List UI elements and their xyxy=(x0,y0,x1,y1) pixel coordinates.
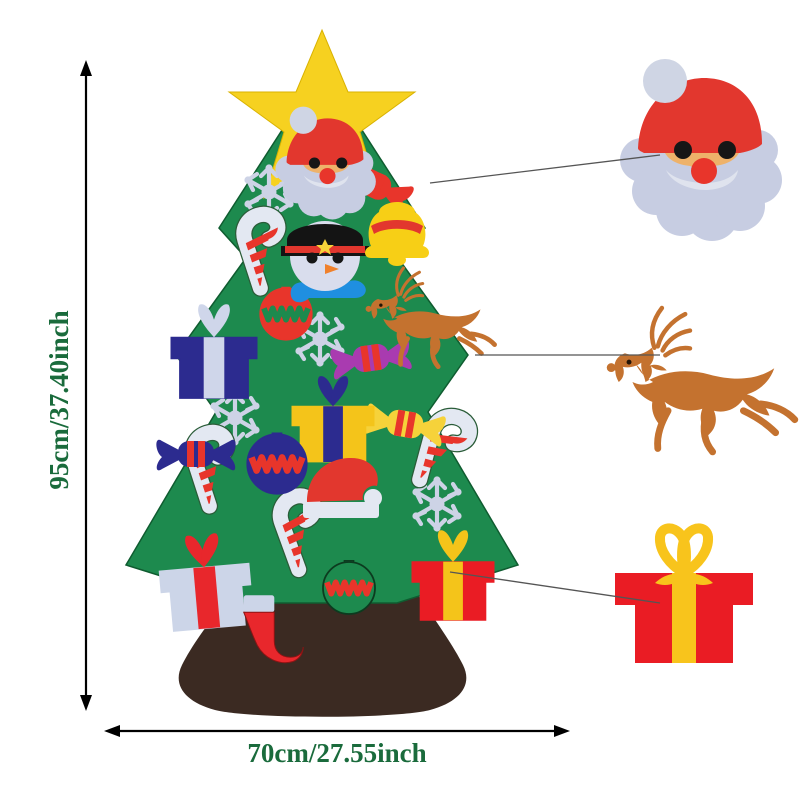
svg-text:70cm/27.55inch: 70cm/27.55inch xyxy=(247,738,426,768)
svg-text:95cm/37.40inch: 95cm/37.40inch xyxy=(44,310,74,489)
